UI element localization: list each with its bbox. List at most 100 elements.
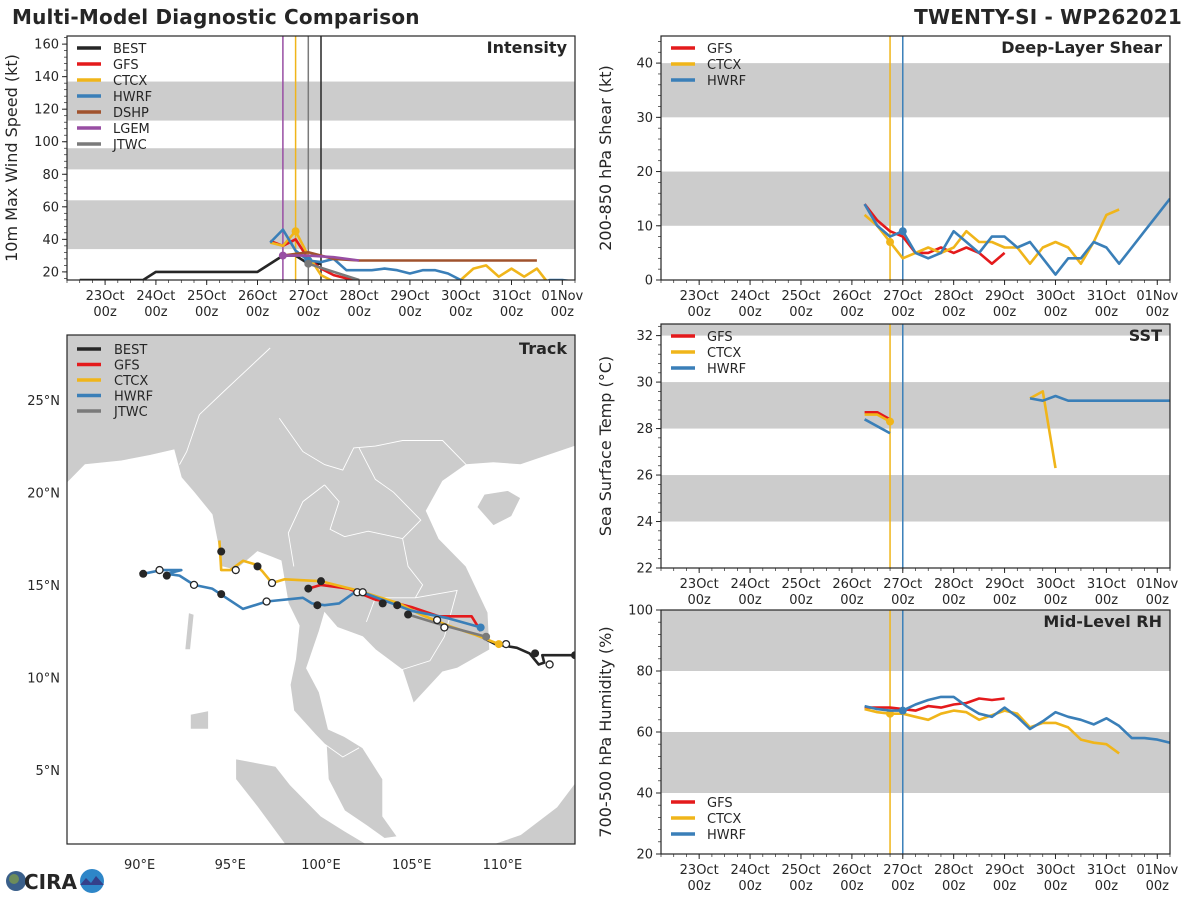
shaded-band: [661, 610, 1170, 671]
x-tick-label-hour: 00z: [840, 879, 864, 894]
x-tick-label-hour: 00z: [500, 305, 524, 320]
y-tick-label: 60: [636, 726, 653, 741]
track-point-filled: [531, 649, 540, 658]
series-line-hwrf: [863, 394, 1170, 435]
panel-title: Deep-Layer Shear: [1001, 38, 1162, 57]
series-line-lgem: [282, 254, 360, 262]
series-line-hwrf: [863, 197, 1170, 276]
y-tick-label: 60: [42, 200, 59, 215]
cira-logo-icon: CIRA: [6, 869, 104, 894]
y-tick-label: 24: [636, 515, 653, 530]
lat-tick-label: 25°N: [27, 394, 60, 409]
x-tick-label-hour: 00z: [297, 305, 321, 320]
y-axis-label: 200-850 hPa Shear (kt): [596, 65, 615, 251]
series-marker-lgem: [278, 251, 287, 260]
x-tick-label-date: 25Oct: [781, 289, 820, 304]
rh-panel: 2040608010023Oct00z24Oct00z25Oct00z26Oct…: [596, 604, 1179, 895]
series-line-best: [79, 254, 321, 280]
lon-tick-label: 90°E: [124, 858, 155, 873]
y-tick-label: 32: [636, 329, 653, 344]
lon-tick-label: 95°E: [215, 858, 246, 873]
x-tick-label-date: 24Oct: [731, 863, 770, 878]
country-border: [324, 743, 360, 758]
x-tick-label-date: 23Oct: [680, 577, 719, 592]
legend-label-best: BEST: [113, 42, 146, 57]
track-point-open: [501, 639, 511, 649]
track-point-filled: [313, 601, 322, 610]
legend-label-gfs: GFS: [114, 359, 140, 374]
x-tick-label-date: 27Oct: [883, 863, 922, 878]
x-tick-label-date: 26Oct: [832, 289, 871, 304]
lon-tick-label: 110°E: [483, 858, 523, 873]
x-tick-label-date: 26Oct: [238, 289, 277, 304]
legend-label-hwrf: HWRF: [707, 828, 746, 843]
panel-title: Track: [519, 339, 567, 358]
x-tick-label-hour: 00z: [1146, 305, 1170, 320]
land-polygon: [67, 335, 575, 839]
map-frame: [66, 334, 576, 845]
x-tick-label-date: 23Oct: [86, 289, 125, 304]
x-tick-label-hour: 00z: [993, 879, 1017, 894]
y-tick-label: 30: [636, 111, 653, 126]
x-tick-label-hour: 00z: [891, 305, 915, 320]
y-tick-label: 22: [636, 562, 653, 577]
track-point-filled: [217, 547, 226, 556]
x-tick-label-date: 29Oct: [985, 577, 1024, 592]
track-point-open: [267, 578, 277, 588]
y-axis-label: 700-500 hPa Humidity (%): [596, 626, 615, 837]
x-tick-label-date: 27Oct: [289, 289, 328, 304]
legend-label-dshp: DSHP: [113, 106, 149, 121]
lat-tick-label: 10°N: [27, 671, 60, 686]
x-tick-label-date: 26Oct: [832, 577, 871, 592]
track-point-filled: [217, 590, 226, 599]
legend-label-ctcx: CTCX: [113, 74, 147, 89]
x-tick-label-date: 28Oct: [340, 289, 379, 304]
figure-title: Multi-Model Diagnostic Comparison: [12, 5, 420, 29]
track-point-open: [231, 565, 240, 575]
logo-text: CIRA: [24, 870, 78, 894]
series-line-gfs: [864, 697, 1005, 712]
track-point-filled: [393, 601, 402, 610]
y-tick-label: 40: [636, 787, 653, 802]
y-tick-label: 40: [636, 57, 653, 72]
series-marker-hwrf: [898, 706, 907, 715]
y-tick-label: 40: [42, 233, 59, 248]
land-polygon: [493, 782, 575, 844]
x-tick-label-date: 30Oct: [1036, 863, 1075, 878]
x-tick-label-hour: 00z: [789, 879, 813, 894]
land-polygon: [476, 490, 522, 527]
x-tick-label-hour: 00z: [993, 593, 1017, 608]
x-tick-label-date: 23Oct: [680, 289, 719, 304]
x-tick-label-date: 31Oct: [1087, 289, 1126, 304]
x-tick-label-hour: 00z: [1095, 305, 1119, 320]
x-tick-label-hour: 00z: [1146, 879, 1170, 894]
panel-title: SST: [1129, 326, 1162, 345]
x-tick-label-date: 01Nov: [1136, 289, 1178, 304]
track-point-filled: [378, 599, 387, 608]
track-point-filled: [139, 569, 148, 578]
x-tick-label-hour: 00z: [1095, 593, 1119, 608]
land-polygon: [235, 758, 367, 844]
panel-title: Mid-Level RH: [1043, 612, 1162, 631]
plot-area: [67, 36, 575, 280]
x-tick-label-hour: 00z: [738, 593, 762, 608]
x-tick-label-date: 29Oct: [390, 289, 429, 304]
y-axis-label: Sea Surface Temp (°C): [596, 356, 615, 536]
x-tick-label-date: 31Oct: [1087, 577, 1126, 592]
legend-label-jtwc: JTWC: [112, 138, 147, 153]
x-tick-label-hour: 00z: [551, 305, 575, 320]
plot-area: [661, 324, 1170, 568]
series-marker-ctcx: [886, 238, 895, 247]
x-tick-label-hour: 00z: [993, 305, 1017, 320]
y-tick-label: 120: [34, 103, 59, 118]
x-tick-label-date: 31Oct: [1087, 863, 1126, 878]
legend-label-ctcx: CTCX: [707, 346, 741, 361]
x-tick-label-hour: 00z: [942, 593, 966, 608]
x-tick-label-date: 28Oct: [934, 863, 973, 878]
panel-title: Intensity: [487, 38, 568, 57]
x-tick-label-date: 29Oct: [985, 289, 1024, 304]
y-tick-label: 80: [42, 168, 59, 183]
y-tick-label: 0: [645, 274, 653, 289]
shaded-band: [661, 63, 1170, 118]
